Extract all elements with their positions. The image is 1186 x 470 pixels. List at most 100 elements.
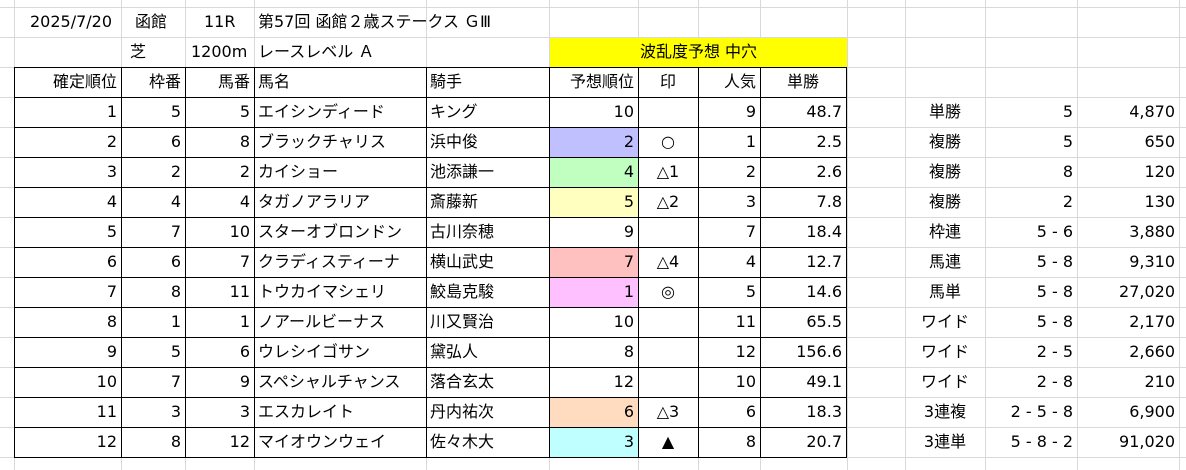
payout-row: ワイド 5 - 8 2,170 bbox=[0, 307, 1186, 337]
win-odds-cell: 12.7 bbox=[806, 252, 842, 271]
win-odds-cell: 14.6 bbox=[806, 282, 842, 301]
race-number: 11R bbox=[204, 12, 236, 31]
pred-rank-fill bbox=[550, 158, 638, 187]
payout-combination: 5 - 8 bbox=[1036, 252, 1073, 271]
pred-rank-cell: 6 bbox=[623, 402, 634, 421]
finish-cell: 9 bbox=[106, 342, 117, 361]
payout-type: 単勝 bbox=[928, 102, 961, 121]
payout-amount: 130 bbox=[1144, 192, 1175, 211]
waku-cell: 8 bbox=[170, 432, 181, 451]
payout-row: 馬連 5 - 8 9,310 bbox=[0, 247, 1186, 277]
jockey-cell: 丹内祐次 bbox=[430, 402, 495, 421]
finish-cell: 7 bbox=[106, 282, 117, 301]
payout-type: ワイド bbox=[920, 372, 969, 391]
payout-type: 枠連 bbox=[928, 222, 961, 241]
win-odds-cell: 18.4 bbox=[806, 222, 842, 241]
waku-cell: 2 bbox=[170, 162, 181, 181]
race-level: レースレベル Ａ bbox=[258, 42, 375, 61]
gridline bbox=[1077, 0, 1078, 470]
col-header-finish: 確定順位 bbox=[52, 72, 117, 91]
jockey-cell: 横山武史 bbox=[430, 252, 495, 271]
uma-cell: 5 bbox=[239, 102, 250, 121]
payout-type: 3連単 bbox=[923, 432, 967, 451]
horse-name-cell: カイショー bbox=[258, 162, 339, 181]
popularity-cell: 8 bbox=[745, 432, 756, 451]
table-border bbox=[14, 217, 847, 218]
payout-type: ワイド bbox=[920, 342, 969, 361]
popularity-cell: 2 bbox=[745, 162, 756, 181]
mark-cell: ○ bbox=[661, 132, 675, 151]
race-date: 2025/7/20 bbox=[30, 12, 113, 31]
pred-rank-fill bbox=[550, 188, 638, 217]
table-border bbox=[14, 157, 847, 158]
finish-cell: 8 bbox=[106, 312, 117, 331]
gridline bbox=[905, 0, 906, 470]
win-odds-cell: 2.5 bbox=[816, 132, 842, 151]
jockey-cell: 黛弘人 bbox=[430, 342, 479, 361]
pred-rank-cell: 3 bbox=[623, 432, 634, 451]
table-row: 8 1 1 ノアールビーナス 川又賢治 10 11 65.5 bbox=[0, 307, 847, 337]
table-row: 6 6 7 クラディスティーナ 横山武史 7 △4 4 12.7 bbox=[0, 247, 847, 277]
table-border bbox=[14, 367, 847, 368]
uma-cell: 11 bbox=[229, 282, 250, 301]
payout-amount: 9,310 bbox=[1129, 252, 1175, 271]
jockey-cell: 佐々木大 bbox=[430, 432, 495, 451]
payout-type: 馬連 bbox=[928, 252, 961, 271]
gridline bbox=[0, 37, 1186, 38]
horse-name-cell: スターオブロンドン bbox=[258, 222, 403, 241]
waku-cell: 7 bbox=[170, 372, 181, 391]
waku-cell: 1 bbox=[170, 312, 181, 331]
payout-amount: 2,170 bbox=[1129, 312, 1175, 331]
pred-rank-cell: 4 bbox=[623, 162, 634, 181]
payout-type: 複勝 bbox=[928, 132, 961, 151]
payout-row: 3連単 5 - 8 - 2 91,020 bbox=[0, 427, 1186, 457]
payout-row: 3連複 2 - 5 - 8 6,900 bbox=[0, 397, 1186, 427]
pred-rank-cell: 10 bbox=[613, 102, 634, 121]
horse-name-cell: エスカレイト bbox=[258, 402, 355, 421]
payout-combination: 5 - 8 bbox=[1036, 282, 1073, 301]
jockey-cell: 池添謙一 bbox=[430, 162, 495, 181]
uma-cell: 6 bbox=[239, 342, 250, 361]
table-row: 4 4 4 タガノアラリア 斎藤新 5 △2 3 7.8 bbox=[0, 187, 847, 217]
win-odds-cell: 48.7 bbox=[806, 102, 842, 121]
payout-type: 3連複 bbox=[923, 402, 967, 421]
table-row: 9 5 6 ウレシイゴサン 黛弘人 8 12 156.6 bbox=[0, 337, 847, 367]
waku-cell: 5 bbox=[170, 102, 181, 121]
win-odds-cell: 18.3 bbox=[806, 402, 842, 421]
venue: 函館 bbox=[135, 12, 168, 31]
table-row: 1 5 5 エイシンディード キング 10 9 48.7 bbox=[0, 97, 847, 127]
col-header-pred: 予想順位 bbox=[569, 72, 634, 91]
table-border bbox=[254, 67, 255, 458]
distance: 1200m bbox=[191, 42, 248, 61]
gridline bbox=[1179, 0, 1180, 470]
payout-combination: 8 bbox=[1062, 162, 1073, 181]
pred-rank-fill bbox=[550, 128, 638, 157]
pred-rank-fill bbox=[550, 278, 638, 307]
win-odds-cell: 2.6 bbox=[816, 162, 842, 181]
mark-cell: △1 bbox=[656, 162, 680, 181]
waku-cell: 8 bbox=[170, 282, 181, 301]
uma-cell: 3 bbox=[239, 402, 250, 421]
payout-combination: 5 bbox=[1062, 132, 1073, 151]
table-border bbox=[14, 307, 847, 308]
table-border bbox=[14, 187, 847, 188]
mark-cell: ◎ bbox=[661, 282, 675, 301]
popularity-cell: 4 bbox=[745, 252, 756, 271]
finish-cell: 11 bbox=[96, 402, 117, 421]
mark-cell: △4 bbox=[656, 252, 680, 271]
payout-combination: 5 bbox=[1062, 102, 1073, 121]
jockey-cell: 川又賢治 bbox=[430, 312, 495, 331]
col-header-jockey: 騎手 bbox=[430, 72, 463, 91]
gridline bbox=[0, 7, 1186, 8]
finish-cell: 1 bbox=[106, 102, 117, 121]
payout-row: 複勝 2 130 bbox=[0, 187, 1186, 217]
payout-row: 複勝 8 120 bbox=[0, 157, 1186, 187]
col-header-odds: 単勝 bbox=[786, 72, 819, 91]
payout-combination: 5 - 6 bbox=[1036, 222, 1073, 241]
payout-combination: 2 - 8 bbox=[1036, 372, 1073, 391]
pred-rank-cell: 12 bbox=[613, 372, 634, 391]
payout-row: ワイド 2 - 5 2,660 bbox=[0, 337, 1186, 367]
waku-cell: 4 bbox=[170, 192, 181, 211]
payout-combination: 2 bbox=[1062, 192, 1073, 211]
win-odds-cell: 65.5 bbox=[806, 312, 842, 331]
